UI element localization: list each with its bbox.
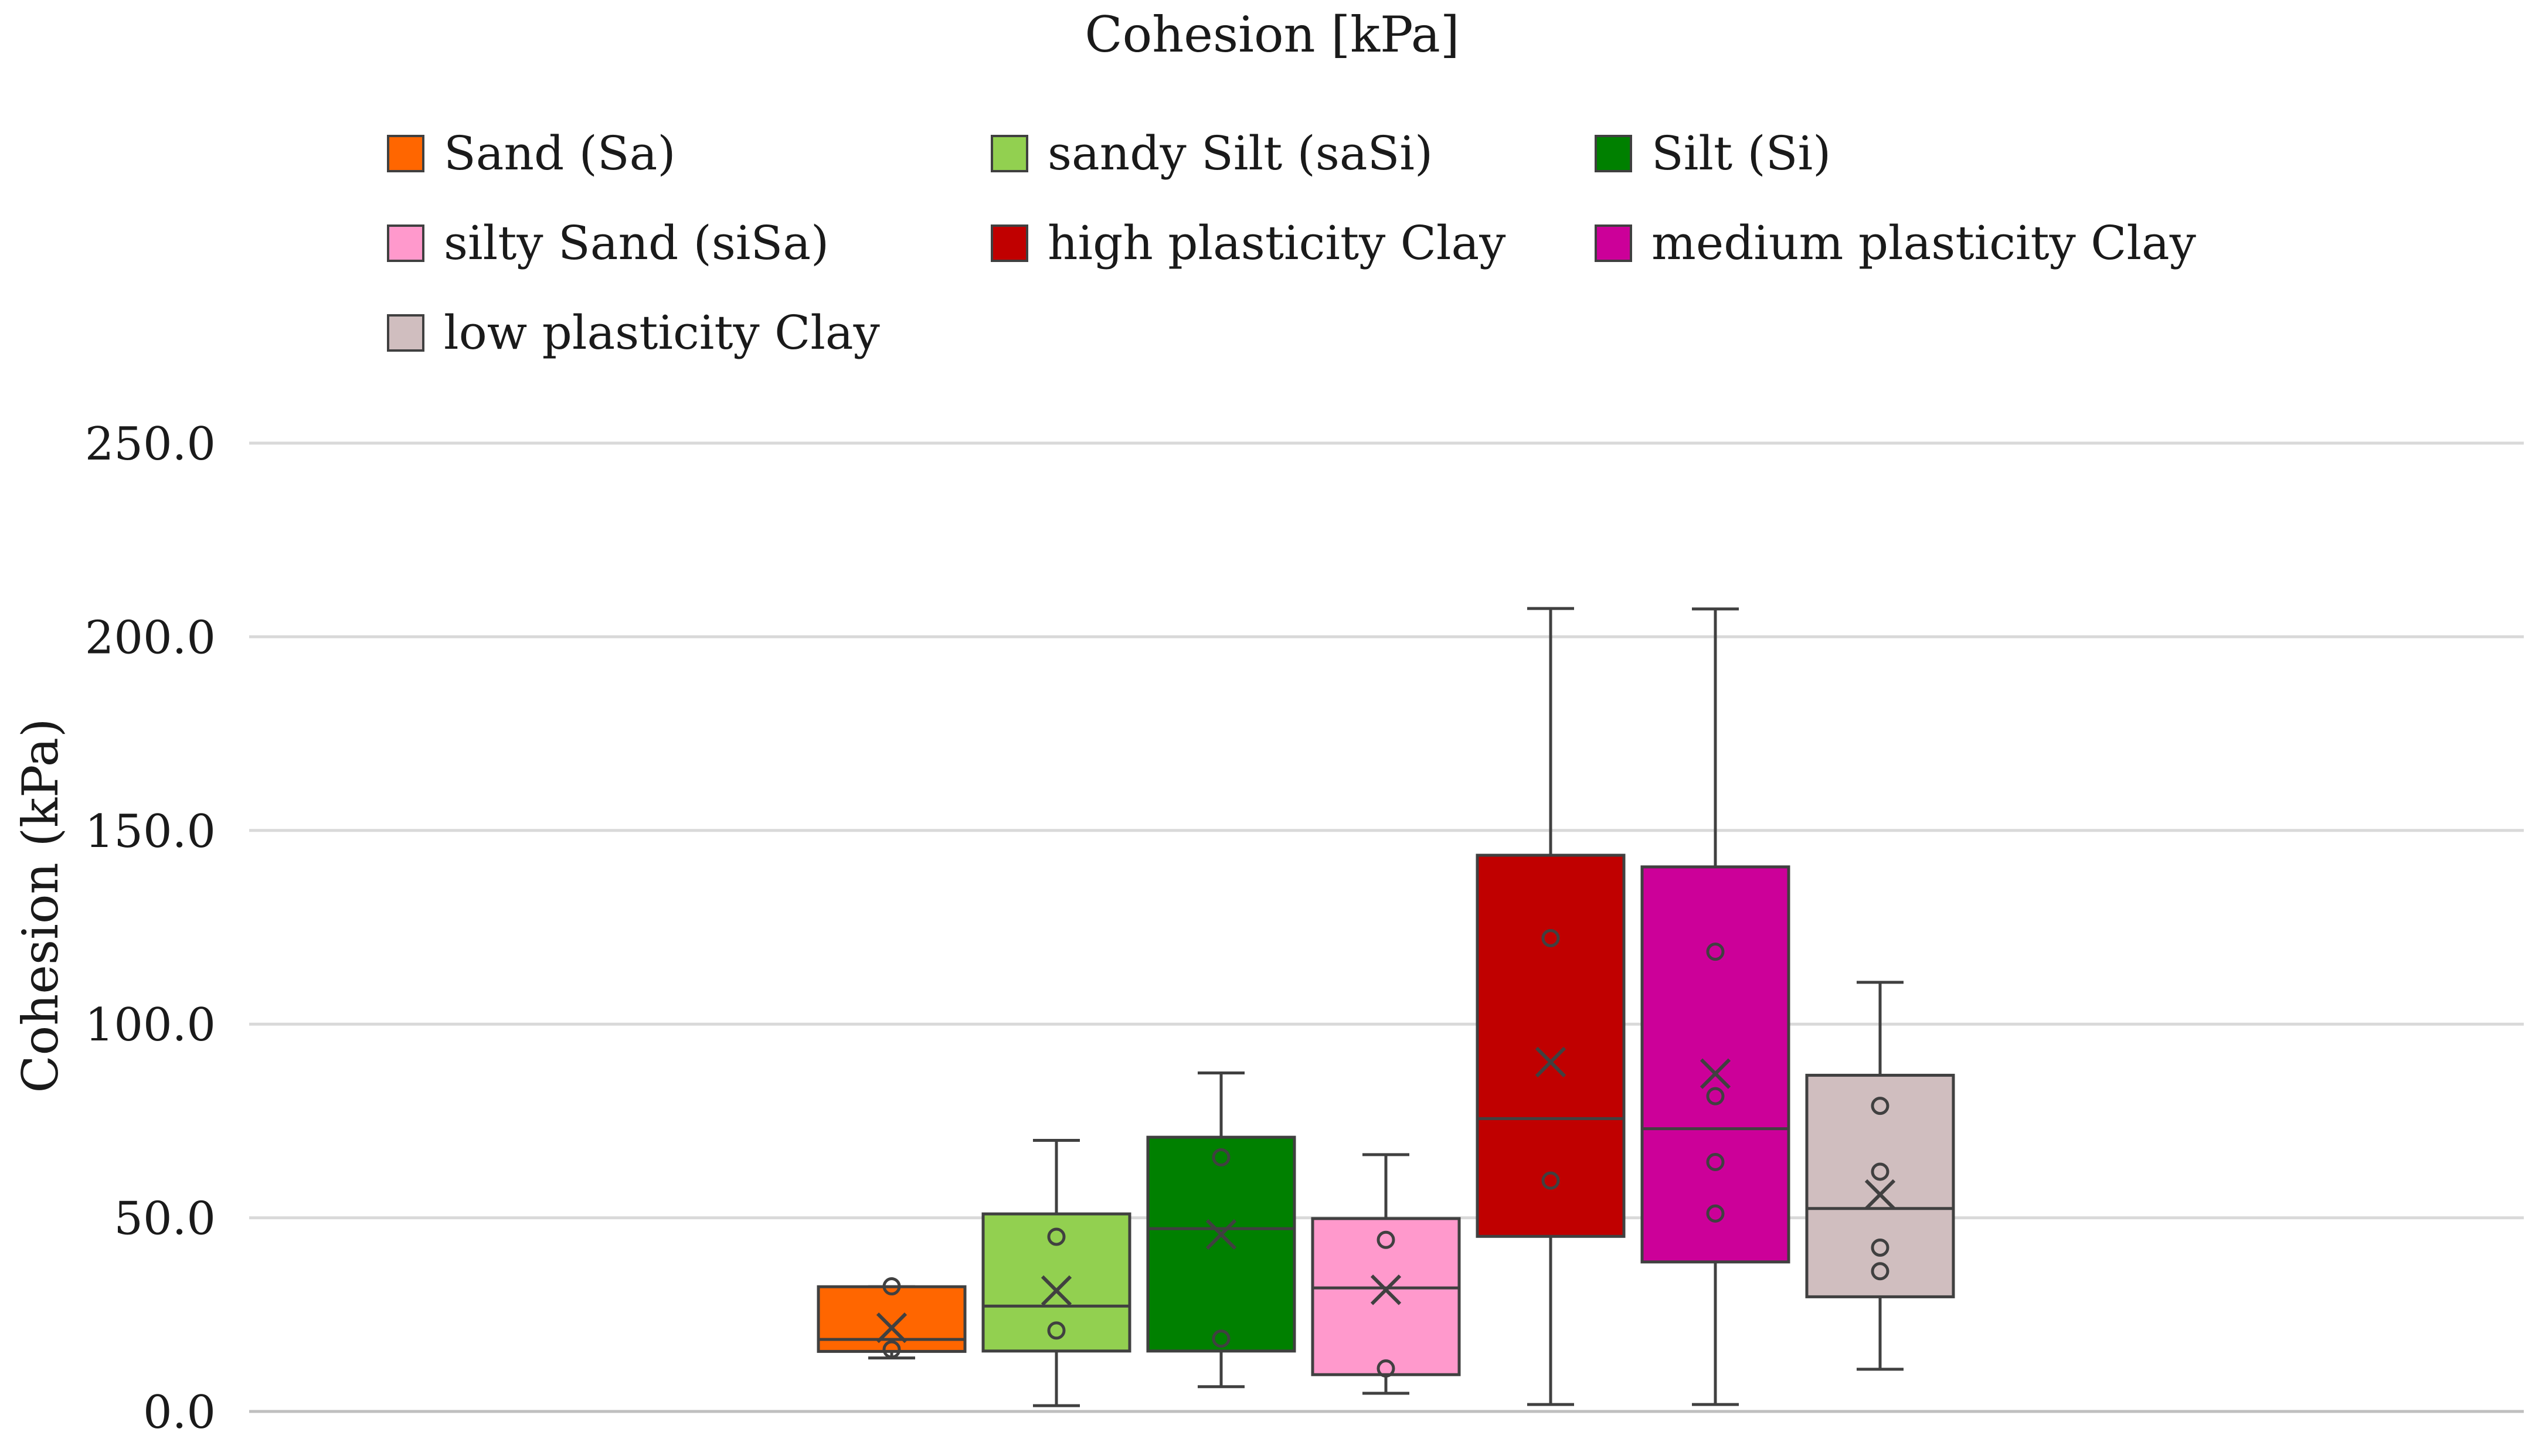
y-tick-label: 150.0	[85, 805, 216, 858]
inner-point	[1212, 1329, 1231, 1348]
inner-point	[1706, 943, 1725, 961]
legend-swatch	[387, 135, 424, 172]
inner-point	[1047, 1321, 1066, 1340]
y-axis: 0.0 50.0 100.0 150.0 200.0 250.0	[85, 418, 216, 1439]
box-series	[1476, 607, 1626, 1406]
legend-label: low plasticity Clay	[444, 305, 880, 360]
legend-item: Sand (Sa)	[387, 126, 676, 181]
inner-point	[1706, 1152, 1725, 1171]
legend-swatch	[387, 224, 424, 262]
box-series	[817, 1277, 967, 1360]
box-iqr	[981, 1212, 1131, 1353]
legend-item: silty Sand (siSa)	[387, 216, 829, 270]
inner-point	[1377, 1230, 1395, 1249]
inner-point	[1541, 929, 1560, 948]
legend-swatch	[1595, 224, 1632, 262]
legend-label: Sand (Sa)	[444, 126, 676, 181]
inner-point	[882, 1277, 901, 1296]
y-tick-label: 100.0	[85, 999, 216, 1052]
legend-swatch	[387, 314, 424, 352]
legend-label: high plasticity Clay	[1048, 216, 1505, 270]
mean-marker	[1370, 1274, 1402, 1305]
box-iqr	[1640, 865, 1790, 1264]
legend-swatch	[991, 135, 1028, 172]
box-iqr	[1311, 1217, 1461, 1376]
inner-point	[1871, 1238, 1889, 1257]
inner-point	[882, 1340, 901, 1359]
mean-marker-stroke	[1205, 1219, 1237, 1250]
mean-marker	[1864, 1179, 1896, 1210]
inner-point	[1871, 1097, 1889, 1115]
mean-marker	[1205, 1219, 1237, 1250]
mean-marker	[1700, 1058, 1731, 1089]
inner-point	[1047, 1227, 1066, 1246]
mean-marker-stroke	[1700, 1058, 1731, 1089]
mean-marker-stroke	[1864, 1179, 1896, 1210]
inner-point	[1377, 1359, 1395, 1378]
y-tick-label: 200.0	[85, 611, 216, 664]
legend-item: sandy Silt (saSi)	[991, 126, 1433, 181]
gridlines	[249, 441, 2524, 1413]
inner-point	[1871, 1262, 1889, 1281]
inner-point	[1871, 1162, 1889, 1181]
inner-point	[1706, 1204, 1725, 1223]
y-tick-label: 50.0	[114, 1193, 216, 1246]
legend-label: silty Sand (siSa)	[444, 216, 829, 270]
legend-item: medium plasticity Clay	[1595, 216, 2196, 270]
legend-item: high plasticity Clay	[991, 216, 1505, 270]
legend-swatch	[991, 224, 1028, 262]
inner-point	[1541, 1171, 1560, 1190]
y-tick-label: 0.0	[143, 1386, 216, 1439]
legend-label: medium plasticity Clay	[1651, 216, 2196, 270]
box-iqr	[1146, 1135, 1296, 1353]
mean-marker	[1535, 1046, 1566, 1078]
box-series	[1640, 607, 1790, 1406]
legend-label: Silt (Si)	[1651, 126, 1831, 181]
chart-title: Cohesion [kPa]	[1085, 6, 1459, 63]
mean-marker-stroke	[1041, 1275, 1072, 1306]
inner-point	[1706, 1087, 1725, 1105]
mean-marker-stroke	[1535, 1046, 1566, 1078]
mean-marker-stroke	[1370, 1274, 1402, 1305]
legend-label: sandy Silt (saSi)	[1048, 126, 1433, 181]
inner-point	[1212, 1148, 1231, 1167]
mean-marker-stroke	[876, 1312, 908, 1343]
y-tick-label: 250.0	[85, 418, 216, 471]
mean-marker	[876, 1312, 908, 1343]
legend-swatch	[1595, 135, 1632, 172]
box-series-group	[817, 607, 1955, 1407]
legend-item: low plasticity Clay	[387, 305, 880, 360]
box-series	[981, 1138, 1131, 1407]
legend-item: Silt (Si)	[1595, 126, 1831, 181]
box-iqr	[1476, 853, 1626, 1238]
box-series	[1146, 1071, 1296, 1389]
box-series	[1311, 1153, 1461, 1395]
legend: Sand (Sa) sandy Silt (saSi) Silt (Si) silty…	[387, 126, 2196, 360]
y-axis-label: Cohesion (kPa)	[12, 718, 69, 1093]
mean-marker	[1041, 1275, 1072, 1306]
box-series	[1805, 981, 1955, 1371]
